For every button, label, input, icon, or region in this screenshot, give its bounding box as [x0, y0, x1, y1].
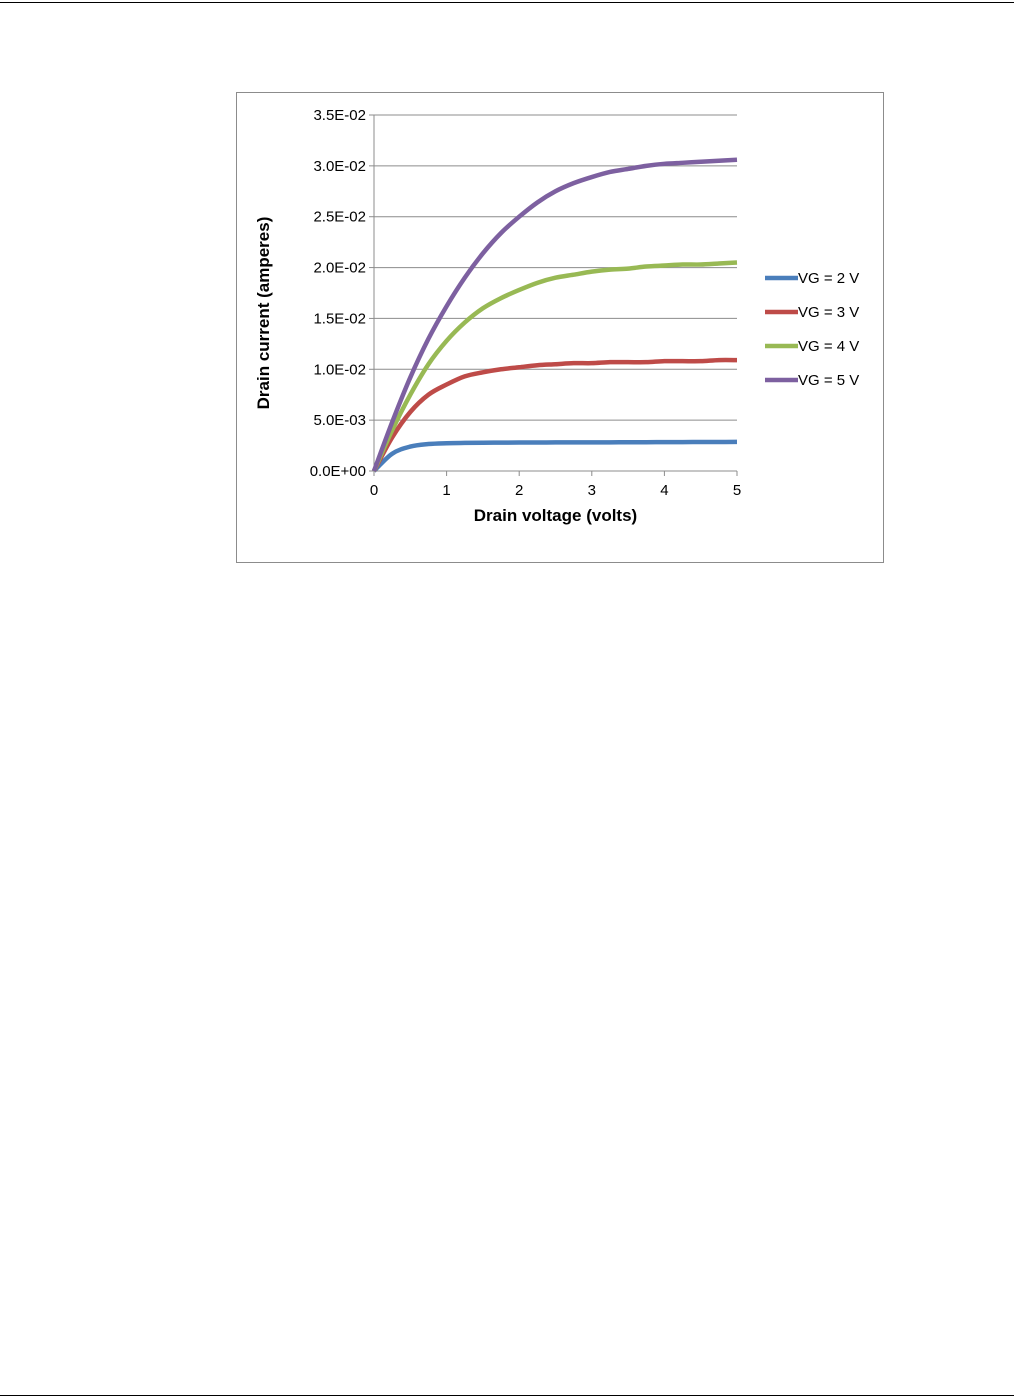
axes: 0.0E+00 5.0E-03 1.0E-02 1.5E-02 2.0E-02 2.5E-…	[310, 107, 741, 499]
x-tick-label: 3	[588, 482, 596, 499]
x-axis-title: Drain voltage (volts)	[474, 506, 637, 525]
y-tick-label: 3.5E-02	[313, 107, 366, 124]
x-tick-label: 0	[370, 482, 378, 499]
page-bottom-rule	[0, 1395, 1014, 1396]
legend-label: VG = 4 V	[798, 338, 859, 355]
y-tick-label: 2.0E-02	[313, 260, 366, 277]
series-lines	[371, 157, 738, 473]
page-top-rule	[0, 2, 1014, 3]
x-tick-label: 2	[515, 482, 523, 499]
legend-label: VG = 3 V	[798, 304, 859, 321]
y-axis-title: Drain current (amperes)	[254, 217, 273, 410]
x-tick-label: 1	[442, 482, 450, 499]
x-tick-label: 4	[660, 482, 668, 499]
y-tick-label: 5.0E-03	[313, 412, 366, 429]
series-line-vg4	[371, 260, 738, 472]
y-tick-label: 0.0E+00	[310, 463, 366, 480]
y-tick-label: 1.0E-02	[313, 361, 366, 378]
series-line-vg2	[372, 439, 738, 473]
y-tick-label: 1.5E-02	[313, 310, 366, 327]
chart-svg: 0.0E+00 5.0E-03 1.0E-02 1.5E-02 2.0E-02 2.5E-…	[254, 107, 859, 525]
y-tick-label: 3.0E-02	[313, 158, 366, 175]
gridlines	[374, 114, 737, 421]
y-tick-label: 2.5E-02	[313, 209, 366, 226]
x-tick-label: 5	[733, 482, 741, 499]
chart-area: 0.0E+00 5.0E-03 1.0E-02 1.5E-02 2.0E-02 2.5E-…	[236, 92, 884, 563]
legend: VG = 2 V VG = 3 V VG = 4 V VG = 5 V	[765, 270, 859, 389]
legend-label: VG = 5 V	[798, 372, 859, 389]
legend-label: VG = 2 V	[798, 270, 859, 287]
series-line-vg3	[372, 357, 738, 473]
series-line-vg5	[371, 157, 738, 472]
